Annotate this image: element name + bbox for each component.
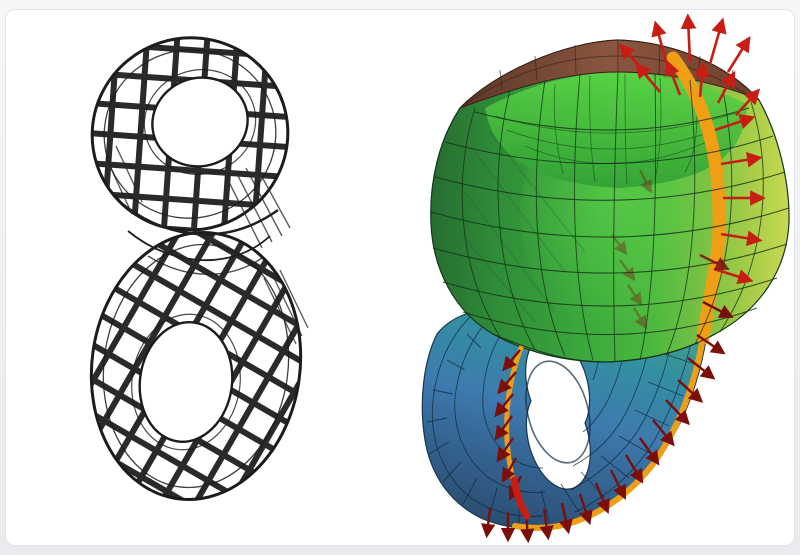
interior-normal-arrows xyxy=(611,169,652,330)
inner-red-streak xyxy=(510,476,531,520)
neck-normal-arrows xyxy=(578,253,734,526)
top-normal-arrows xyxy=(618,13,761,116)
klein-bulb xyxy=(430,39,790,363)
band-holes xyxy=(138,76,249,443)
klein-bottle-svg xyxy=(421,13,790,544)
mobius-sketch-figure xyxy=(58,26,322,512)
side-normal-arrows xyxy=(713,114,766,285)
band-edges xyxy=(89,36,303,501)
bulb-mesh-longitudes xyxy=(461,71,764,363)
bulb-mesh-latitudes xyxy=(430,107,790,363)
shading-hatches xyxy=(107,145,309,345)
through-surface-lines xyxy=(459,131,586,323)
klein-bottle-figure xyxy=(415,12,795,547)
handle-hole-edge xyxy=(525,360,591,464)
twist-cross-lines xyxy=(119,201,279,275)
mobius-sketch-svg xyxy=(89,36,309,501)
